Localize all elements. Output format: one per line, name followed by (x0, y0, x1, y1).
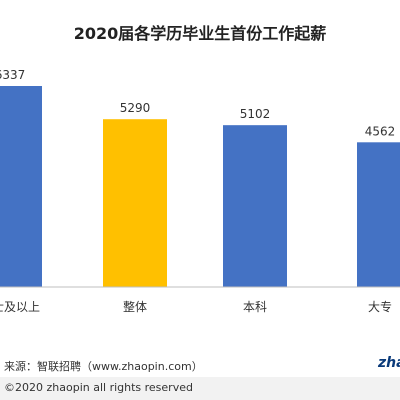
bar-4-value-label: 4562 (365, 124, 396, 138)
bar-2 (103, 119, 167, 287)
bar-1-value-label: 6337 (0, 68, 25, 82)
copyright-text: ©2020 zhaopin all rights reserved (4, 381, 193, 394)
bar-4 (357, 142, 400, 287)
bar-3 (223, 125, 287, 287)
copyright-bar: ©2020 zhaopin all rights reserved (0, 377, 400, 400)
bar-4-category-label: 大专 (368, 299, 392, 314)
bar-2-category-label: 整体 (123, 299, 147, 314)
bar-1 (0, 86, 42, 287)
zhaopin-logo: zhaopin (378, 355, 400, 371)
source-note: 来源：智联招聘（www.zhaopin.com） (4, 360, 203, 373)
bar-2-value-label: 5290 (120, 101, 151, 115)
bar-1-category-label: 硕士及以上 (0, 300, 40, 314)
bar-3-category-label: 本科 (243, 300, 267, 314)
bars-layer (0, 86, 400, 287)
bar-3-value-label: 5102 (240, 107, 271, 121)
labels-layer: 6337 硕士及以上 5290 整体 5102 本科 4562 大专 (0, 68, 395, 314)
chart-title: 2020届各学历毕业生首份工作起薪 (73, 24, 327, 43)
